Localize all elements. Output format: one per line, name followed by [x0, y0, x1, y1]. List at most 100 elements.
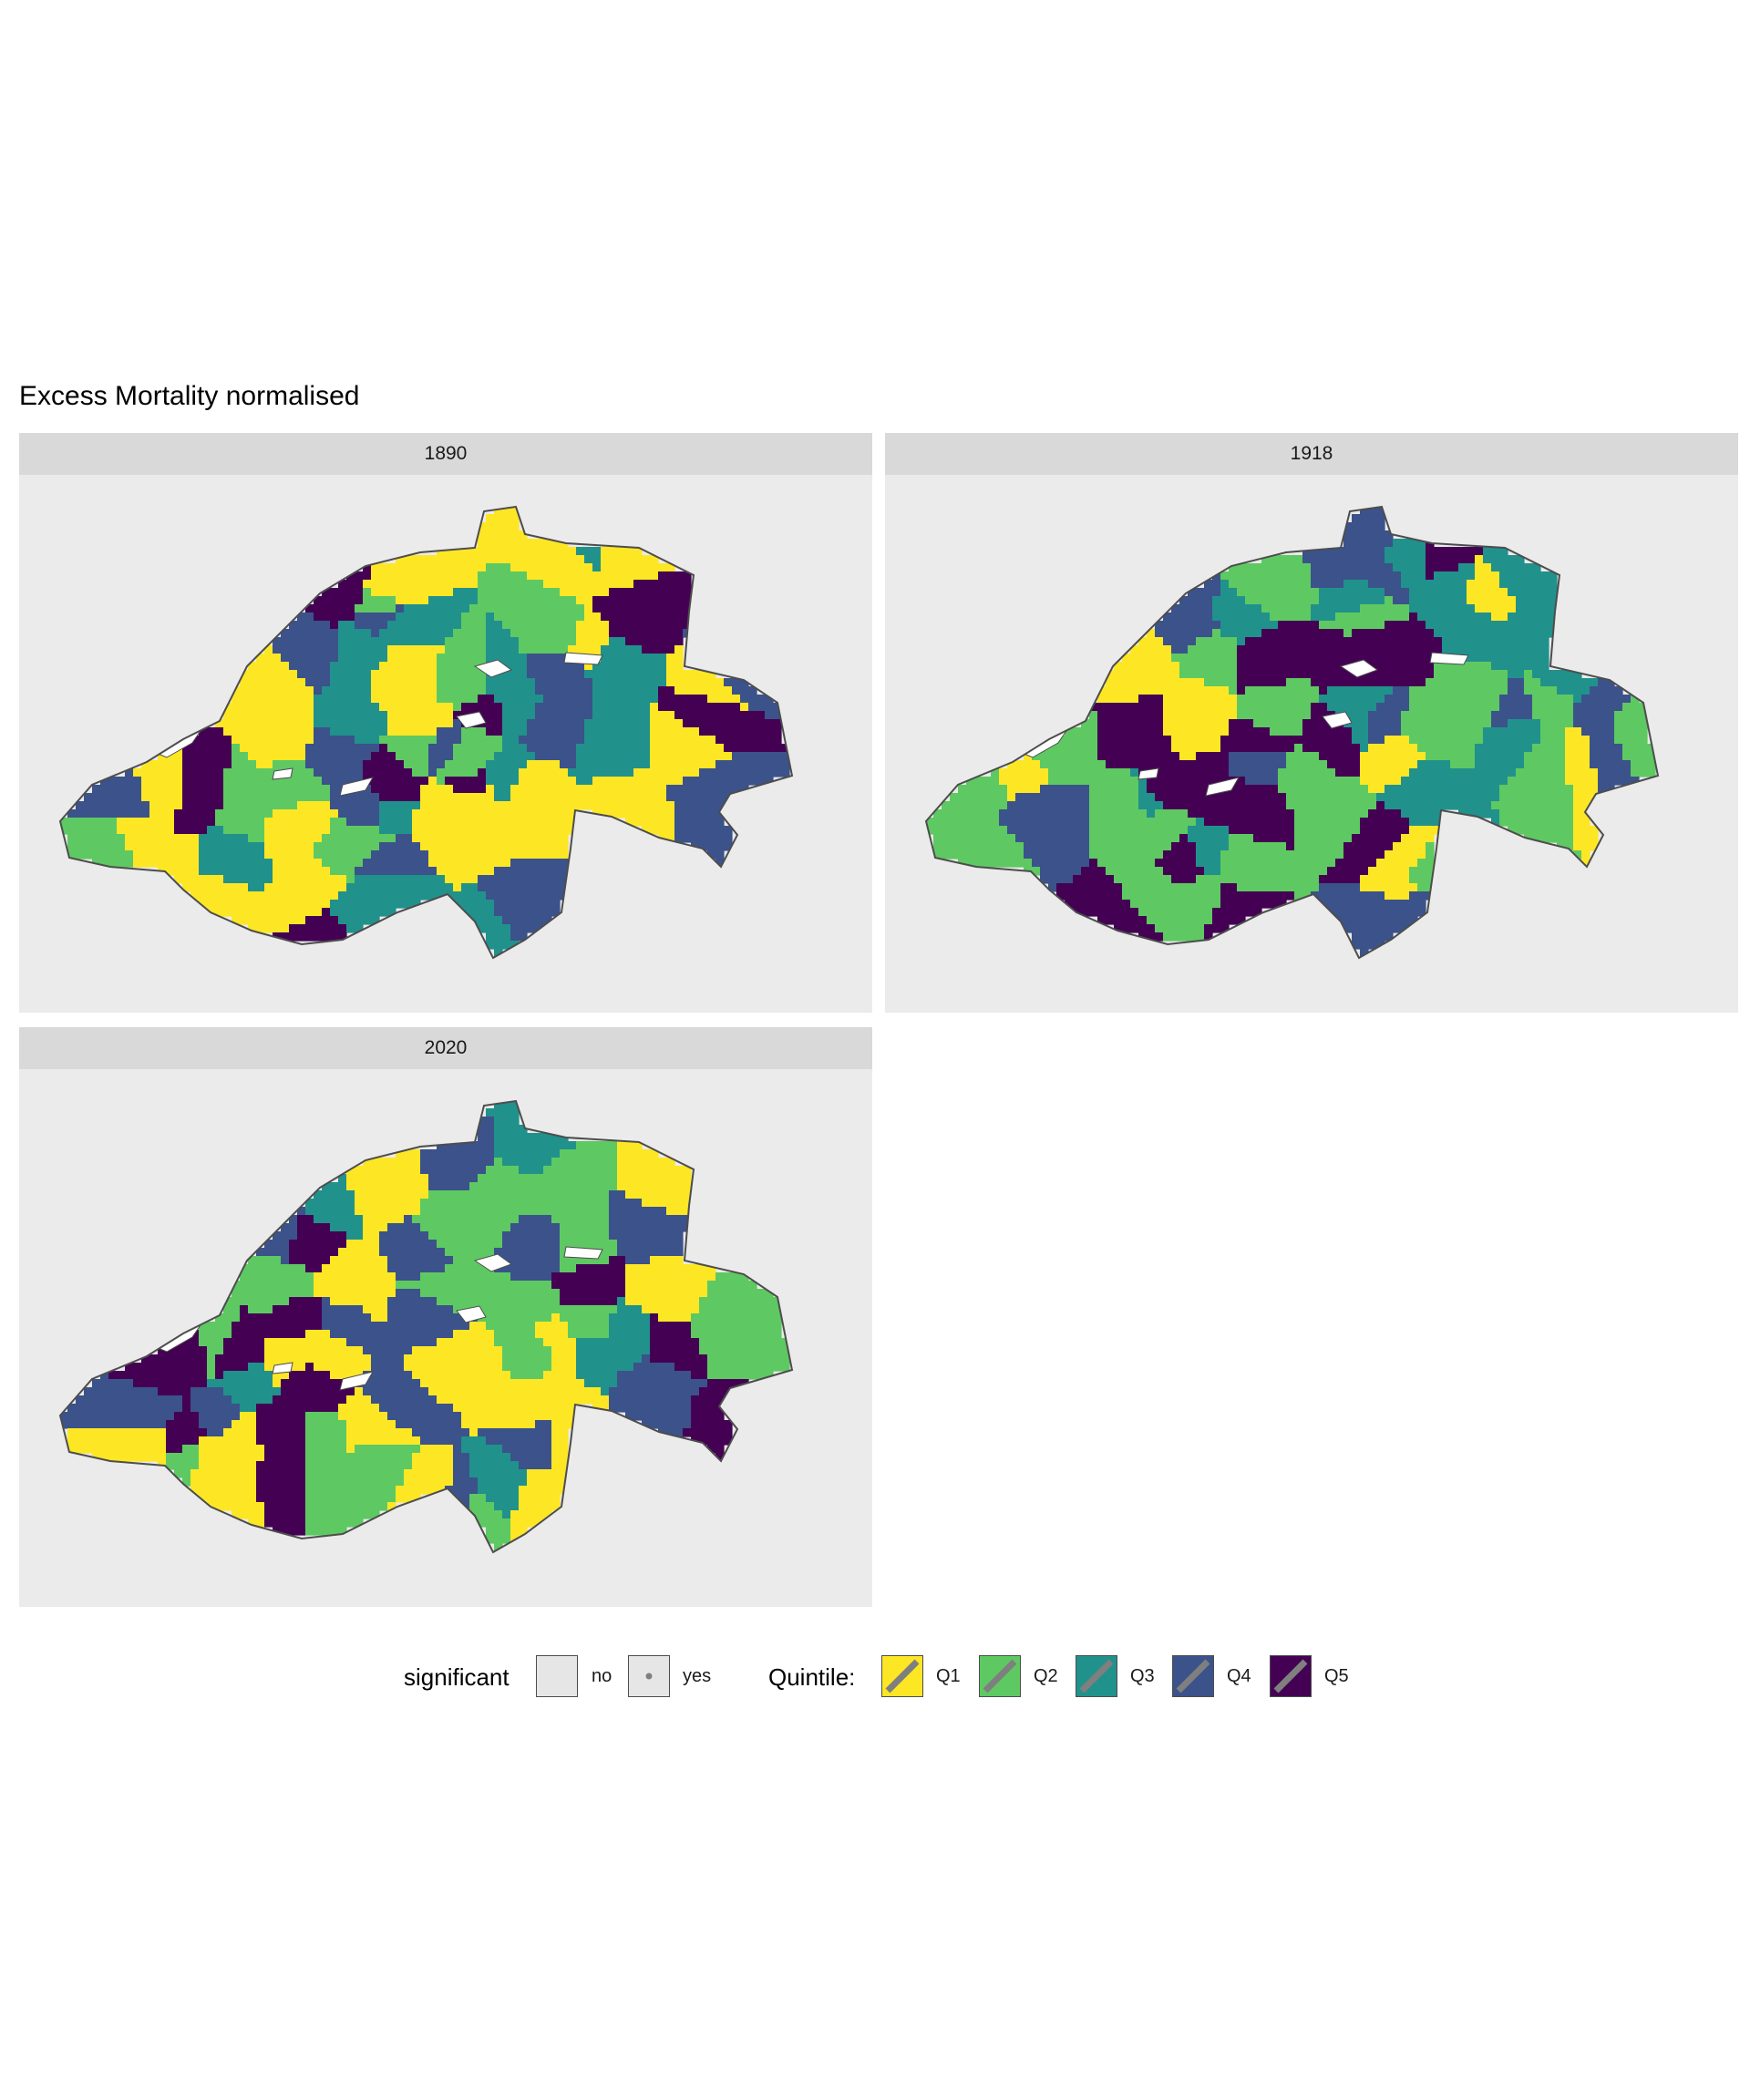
district-cell: [642, 785, 651, 794]
district-cell: [346, 744, 355, 753]
district-cell: [1385, 530, 1394, 540]
district-cell: [1147, 629, 1156, 638]
district-cell: [379, 818, 388, 827]
district-cell: [609, 809, 618, 818]
district-cell: [1352, 530, 1361, 540]
district-cell: [1499, 760, 1508, 769]
district-cell: [1442, 580, 1451, 589]
district-cell: [355, 711, 364, 720]
district-cell: [437, 662, 446, 671]
district-cell: [1294, 711, 1303, 720]
district-cell: [445, 678, 454, 687]
district-cell: [1270, 809, 1279, 818]
district-cell: [363, 760, 372, 769]
district-cell: [1499, 736, 1508, 745]
district-cell: [1483, 662, 1492, 671]
district-cell: [519, 530, 528, 540]
district-cell: [560, 695, 569, 704]
district-cell: [617, 785, 626, 794]
district-cell: [289, 834, 298, 843]
district-cell: [396, 629, 405, 638]
district-cell: [592, 662, 602, 671]
district-cell: [1540, 621, 1549, 630]
district-cell: [141, 785, 150, 794]
district-cell: [527, 777, 536, 786]
district-cell: [666, 670, 675, 679]
district-cell: [625, 752, 634, 761]
district-cell: [1147, 645, 1156, 654]
district-cell: [1196, 686, 1205, 695]
district-cell: [84, 826, 93, 835]
district-cell: [1212, 654, 1221, 663]
district-cell: [125, 818, 134, 827]
district-cell: [1237, 686, 1246, 695]
district-cell: [428, 801, 438, 810]
district-cell: [1155, 645, 1164, 654]
district-cell: [1032, 752, 1041, 761]
district-cell: [1147, 695, 1156, 704]
district-cell: [469, 736, 479, 745]
district-cell: [486, 678, 495, 687]
district-cell: [1573, 777, 1582, 786]
district-cell: [428, 752, 438, 761]
district-cell: [297, 695, 306, 704]
district-cell: [469, 826, 479, 835]
district-cell: [453, 744, 462, 753]
district-cell: [223, 850, 232, 860]
district-cell: [297, 793, 306, 802]
district-cell: [1130, 645, 1139, 654]
district-cell: [1524, 621, 1533, 630]
district-cell: [453, 654, 462, 663]
district-cell: [715, 793, 725, 802]
district-cell: [346, 891, 355, 901]
district-cell: [478, 670, 487, 679]
district-cell: [666, 809, 675, 818]
district-cell: [740, 719, 749, 728]
district-cell: [387, 662, 396, 671]
district-cell: [1056, 793, 1065, 802]
district-cell: [338, 621, 347, 630]
district-cell: [428, 580, 438, 589]
district-cell: [478, 924, 487, 933]
district-cell: [322, 850, 331, 860]
district-cell: [1524, 678, 1533, 687]
district-cell: [199, 785, 208, 794]
district-cell: [232, 760, 241, 769]
district-cell: [1524, 826, 1533, 835]
district-cell: [1532, 654, 1541, 663]
district-cell: [289, 867, 298, 876]
district-cell: [346, 826, 355, 835]
district-cell: [428, 891, 438, 901]
district-cell: [478, 621, 487, 630]
district-cell: [1294, 809, 1303, 818]
district-cell: [1499, 588, 1508, 597]
district-cell: [543, 580, 552, 589]
district-cell: [174, 826, 183, 835]
district-cell: [445, 637, 454, 646]
district-cell: [387, 768, 396, 777]
district-cell: [232, 785, 241, 794]
district-cell: [1565, 752, 1574, 761]
facet-strip-label: 1890: [19, 433, 872, 475]
district-cell: [1393, 752, 1402, 761]
district-cell: [1212, 604, 1221, 613]
district-cell: [724, 768, 733, 777]
district-cell: [1426, 809, 1435, 818]
district-cell: [1311, 777, 1320, 786]
district-cell: [338, 768, 347, 777]
district-cell: [437, 752, 446, 761]
district-cell: [1508, 621, 1517, 630]
district-cell: [1499, 563, 1508, 572]
district-cell: [1204, 588, 1213, 597]
district-cell: [1188, 801, 1197, 810]
district-cell: [625, 777, 634, 786]
district-cell: [502, 891, 511, 901]
district-cell: [1417, 727, 1426, 736]
district-cell: [765, 752, 774, 761]
district-cell: [650, 711, 659, 720]
district-cell: [1491, 662, 1500, 671]
district-cell: [379, 875, 388, 884]
district-cell: [1516, 801, 1525, 810]
district-cell: [281, 645, 290, 654]
district-cell: [248, 711, 257, 720]
